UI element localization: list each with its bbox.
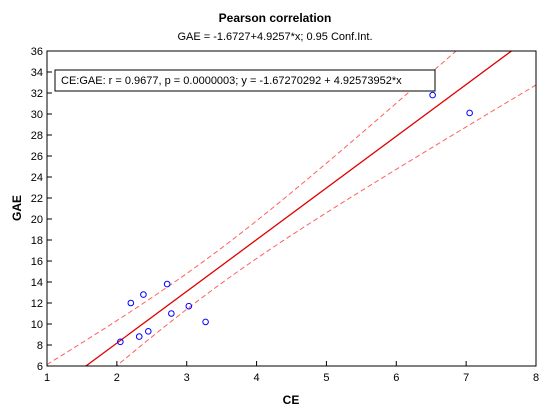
x-tick-label: 6 — [393, 372, 399, 384]
x-tick-label: 5 — [323, 372, 329, 384]
y-tick-label: 26 — [31, 151, 43, 163]
y-tick-label: 16 — [31, 256, 43, 268]
data-point — [163, 280, 171, 288]
data-point — [202, 318, 209, 326]
y-tick-label: 12 — [31, 298, 43, 310]
y-tick-label: 18 — [31, 235, 43, 247]
regression-line — [84, 51, 513, 366]
confidence-band-upper — [47, 51, 457, 365]
confidence-band-lower — [115, 84, 536, 366]
data-point — [168, 310, 175, 317]
y-axis: 6 8 10 12 14 16 18 20 22 24 26 28 30 32 34 36 — [31, 46, 52, 373]
x-axis: 1 2 3 4 5 6 7 8 — [44, 361, 539, 384]
data-point — [144, 328, 152, 335]
y-tick-label: 14 — [31, 277, 43, 289]
y-tick-label: 28 — [31, 130, 43, 142]
y-axis-label: GAE — [10, 195, 24, 221]
x-tick-label: 8 — [533, 372, 539, 384]
data-point — [127, 299, 135, 307]
y-tick-label: 32 — [31, 88, 43, 100]
data-point — [117, 338, 124, 346]
data-point — [466, 109, 473, 117]
x-tick-label: 3 — [184, 372, 190, 384]
y-tick-label: 10 — [31, 319, 43, 331]
x-axis-label: CE — [283, 393, 300, 407]
y-tick-label: 6 — [37, 361, 43, 373]
y-tick-label: 8 — [37, 340, 43, 352]
x-tick-label: 4 — [254, 372, 260, 384]
statistics-box — [54, 69, 436, 92]
data-point — [135, 333, 143, 340]
x-tick-label: 2 — [114, 372, 120, 384]
data-point — [140, 291, 147, 298]
statistics-annotation: CE:GAE: r = 0.9677, p = 0.0000003; y = -… — [61, 75, 402, 87]
x-tick-label: 7 — [463, 372, 469, 384]
plot-content — [47, 51, 536, 366]
y-tick-label: 22 — [31, 193, 43, 205]
data-point — [185, 302, 193, 310]
y-tick-label: 24 — [31, 172, 43, 184]
data-point — [429, 91, 436, 99]
plot-frame — [46, 50, 537, 367]
chart-subtitle: GAE = -1.6727+4.9257*x; 0.95 Conf.Int. — [177, 31, 372, 43]
y-tick-label: 34 — [31, 67, 43, 79]
y-tick-label: 20 — [31, 214, 43, 226]
chart-title: Pearson correlation — [219, 11, 332, 25]
x-tick-label: 1 — [44, 372, 50, 384]
y-tick-label: 36 — [31, 46, 43, 58]
y-tick-label: 30 — [31, 109, 43, 121]
